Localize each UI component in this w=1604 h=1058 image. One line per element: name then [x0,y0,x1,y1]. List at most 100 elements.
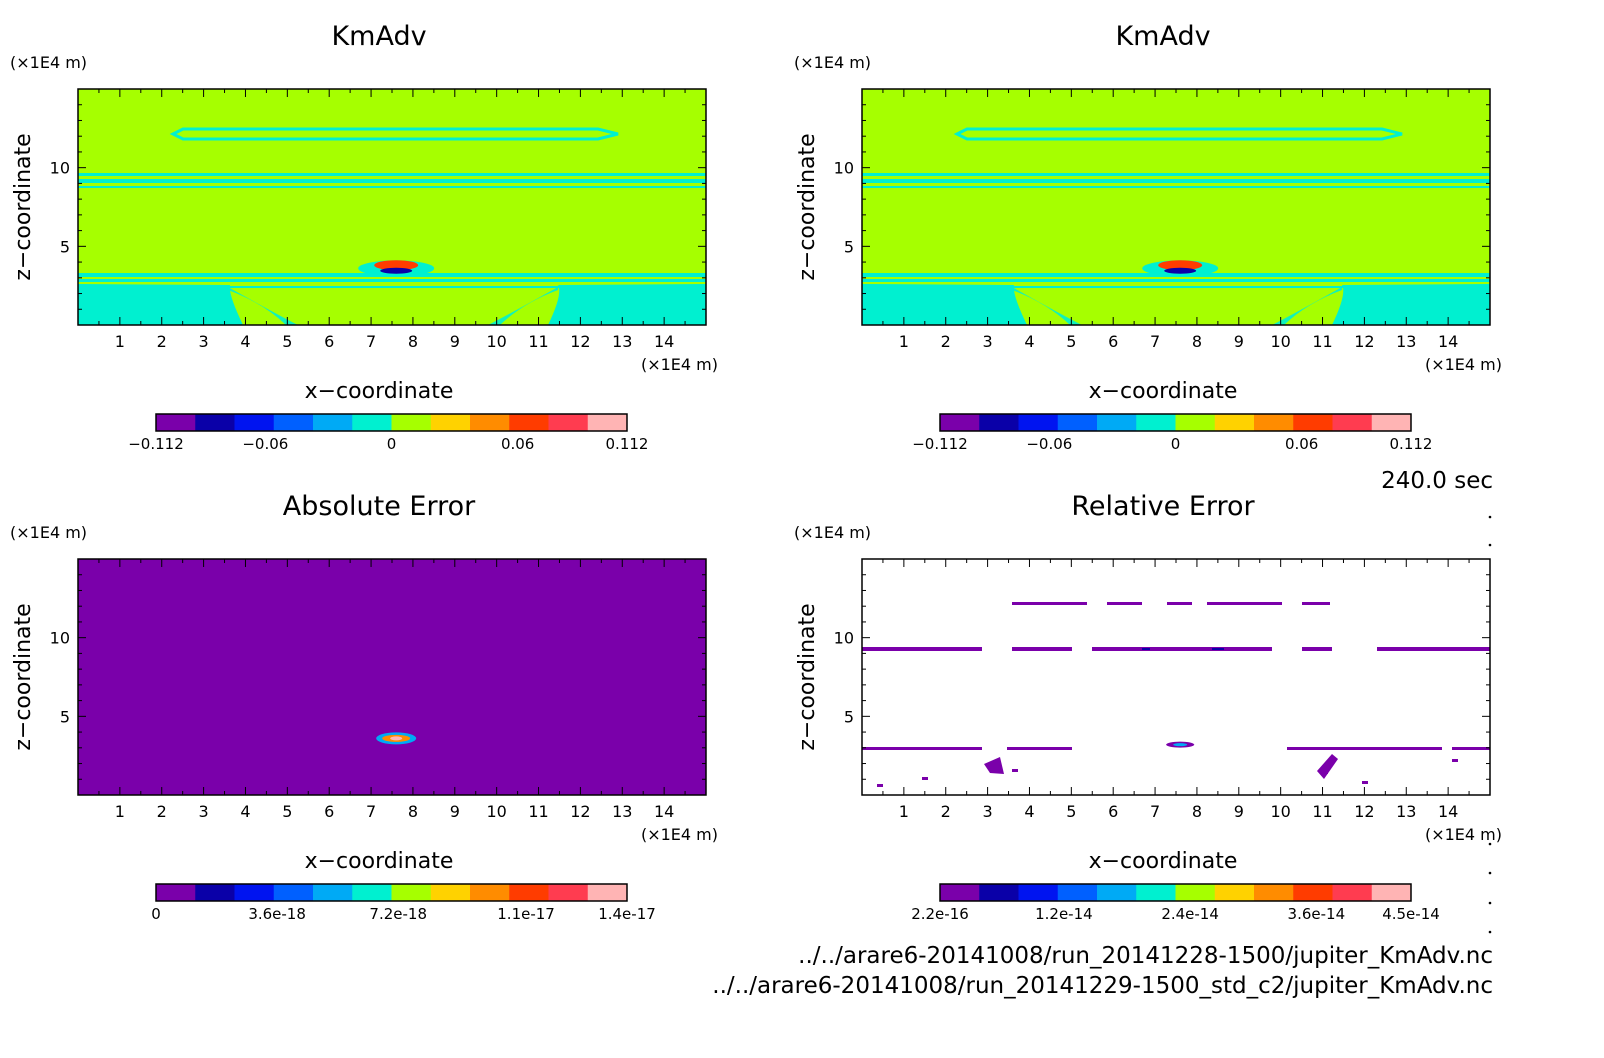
cyan-band-mid-0 [78,173,706,176]
colorbar-label: 1.2e-14 [1035,905,1093,923]
colorbar-swatch [1097,884,1137,901]
colorbar-swatch [1018,414,1059,431]
error-band-upper-2 [1167,602,1192,605]
cyan-band-mid-0 [862,173,1490,176]
colorbar-swatch [195,884,235,901]
cyan-band-upper [169,127,619,141]
chart-panel-3: Absolute Error(×1E4 m)1 2 3 4 5 6 7 8 9 10 11 12 13 1… [10,491,718,923]
colorbar-swatch [979,884,1019,901]
colorbar-label: 3.6e-14 [1288,905,1346,923]
x-tick-label: 3 [983,802,993,821]
x-tick-label: 12 [1354,802,1374,821]
plot-area [78,89,706,325]
colorbar-swatch [1254,884,1294,901]
colorbar-swatch [470,884,510,901]
x-tick-label: 9 [1234,802,1244,821]
colorbar-swatch [470,414,510,431]
cyan-region-left [862,284,1027,325]
colorbar-swatch [156,884,196,901]
colorbar-frame [939,883,1412,902]
colorbar-label: 1.4e-17 [598,905,656,923]
error-blue-1 [1142,648,1150,650]
error-band-low-0 [862,747,982,750]
error-speck-4 [1362,781,1368,784]
colorbar-label: 0.06 [501,435,534,453]
x-tick-label: 1 [899,332,909,351]
error-speck-0 [877,784,883,787]
x-tick-label: 13 [612,802,632,821]
x-tick-label: 11 [528,332,548,351]
error-band-upper-1 [1107,602,1142,605]
colorbar-label: −0.112 [128,435,184,453]
error-blue-0 [1212,648,1224,650]
colorbar-label: 0.112 [1390,435,1433,453]
y-unit-label: (×1E4 m) [794,523,871,542]
error-band-low-3 [1452,747,1490,750]
error-speck-5 [1452,759,1458,762]
error-band-upper-0 [1012,602,1087,605]
colorbar-swatch [1018,884,1059,901]
plot-area [862,89,1490,325]
colorbar-swatch [940,884,980,901]
cyan-band-low-2 [862,286,1490,288]
colorbar-swatch [979,414,1019,431]
file-path-1: ../../arare6-20141008/run_20141228-1500/… [798,943,1493,969]
x-tick-label: 9 [1234,332,1244,351]
colorbar-label: 1.1e-17 [497,905,555,923]
x-unit-label: (×1E4 m) [1425,355,1502,374]
colorbar-swatch [352,414,392,431]
error-band-mid-2 [1092,647,1272,651]
x-tick-label: 4 [1024,332,1034,351]
x-tick-label: 11 [1312,802,1332,821]
x-tick-label: 14 [1438,332,1458,351]
colorbar-label: 7.2e-18 [369,905,427,923]
colorbar-swatch [391,884,432,901]
x-tick-label: 12 [570,802,590,821]
x-tick-label: 11 [528,802,548,821]
chart-panel-2: KmAdv(×1E4 m)1 2 3 4 5 6 7 8 9 10 11 12 13 14510(×1E4… [794,21,1502,453]
y-tick-label: 5 [60,237,70,256]
colorbar-swatch [1136,414,1176,431]
colorbar-swatch [1214,414,1255,431]
colorbar-label: 3.6e-18 [248,905,306,923]
x-tick-label: 3 [199,332,209,351]
x-tick-label: 13 [1396,802,1416,821]
cyan-band-mid-1 [862,179,1490,183]
y-axis-label: z−coordinate [795,603,820,750]
cyan-band-low-2 [78,286,706,288]
error-patch-left [984,757,1004,774]
x-tick-label: 14 [654,332,674,351]
colorbar-frame [155,413,628,432]
colorbar-swatch [1332,414,1373,431]
error-band-upper-4 [1302,602,1330,605]
error-blob-core [1173,743,1188,747]
y-axis-label: z−coordinate [795,133,820,280]
x-tick-label: 2 [941,332,951,351]
cyan-region-right [548,284,706,325]
colorbar-swatch [1293,414,1333,431]
x-tick-label: 8 [1192,332,1202,351]
colorbar-label: 2.2e-16 [911,905,969,923]
blob-red [1158,260,1203,271]
error-band-mid-4 [1377,647,1490,651]
colorbar-swatch [352,884,392,901]
x-tick-label: 5 [282,802,292,821]
x-tick-label: 13 [1396,332,1416,351]
cyan-band-low-1 [862,279,1490,282]
colorbar-frame [939,413,1412,432]
cyan-region-left [78,284,243,325]
colorbar-swatch [1214,884,1255,901]
colorbar-swatch [1371,414,1412,431]
colorbar-swatch [509,884,549,901]
y-axis-label: z−coordinate [11,603,36,750]
error-speck-1 [922,777,928,780]
colorbar-swatch [587,884,628,901]
colorbar-label: 0.112 [606,435,649,453]
x-axis-label: x−coordinate [305,849,454,874]
y-unit-label: (×1E4 m) [10,523,87,542]
colorbar-label: −0.06 [1026,435,1072,453]
colorbar: 2.2e-16 1.2e-14 2.4e-14 3.6e-14 4.5e-14 [911,883,1440,923]
chart-panel-1: KmAdv(×1E4 m)1 2 3 4 5 6 7 8 9 10 11 12 13 14510(×1E4… [10,21,718,453]
x-axis-label: x−coordinate [1089,849,1238,874]
file-path-2: ../../arare6-20141008/run_20141229-1500_… [712,973,1493,999]
